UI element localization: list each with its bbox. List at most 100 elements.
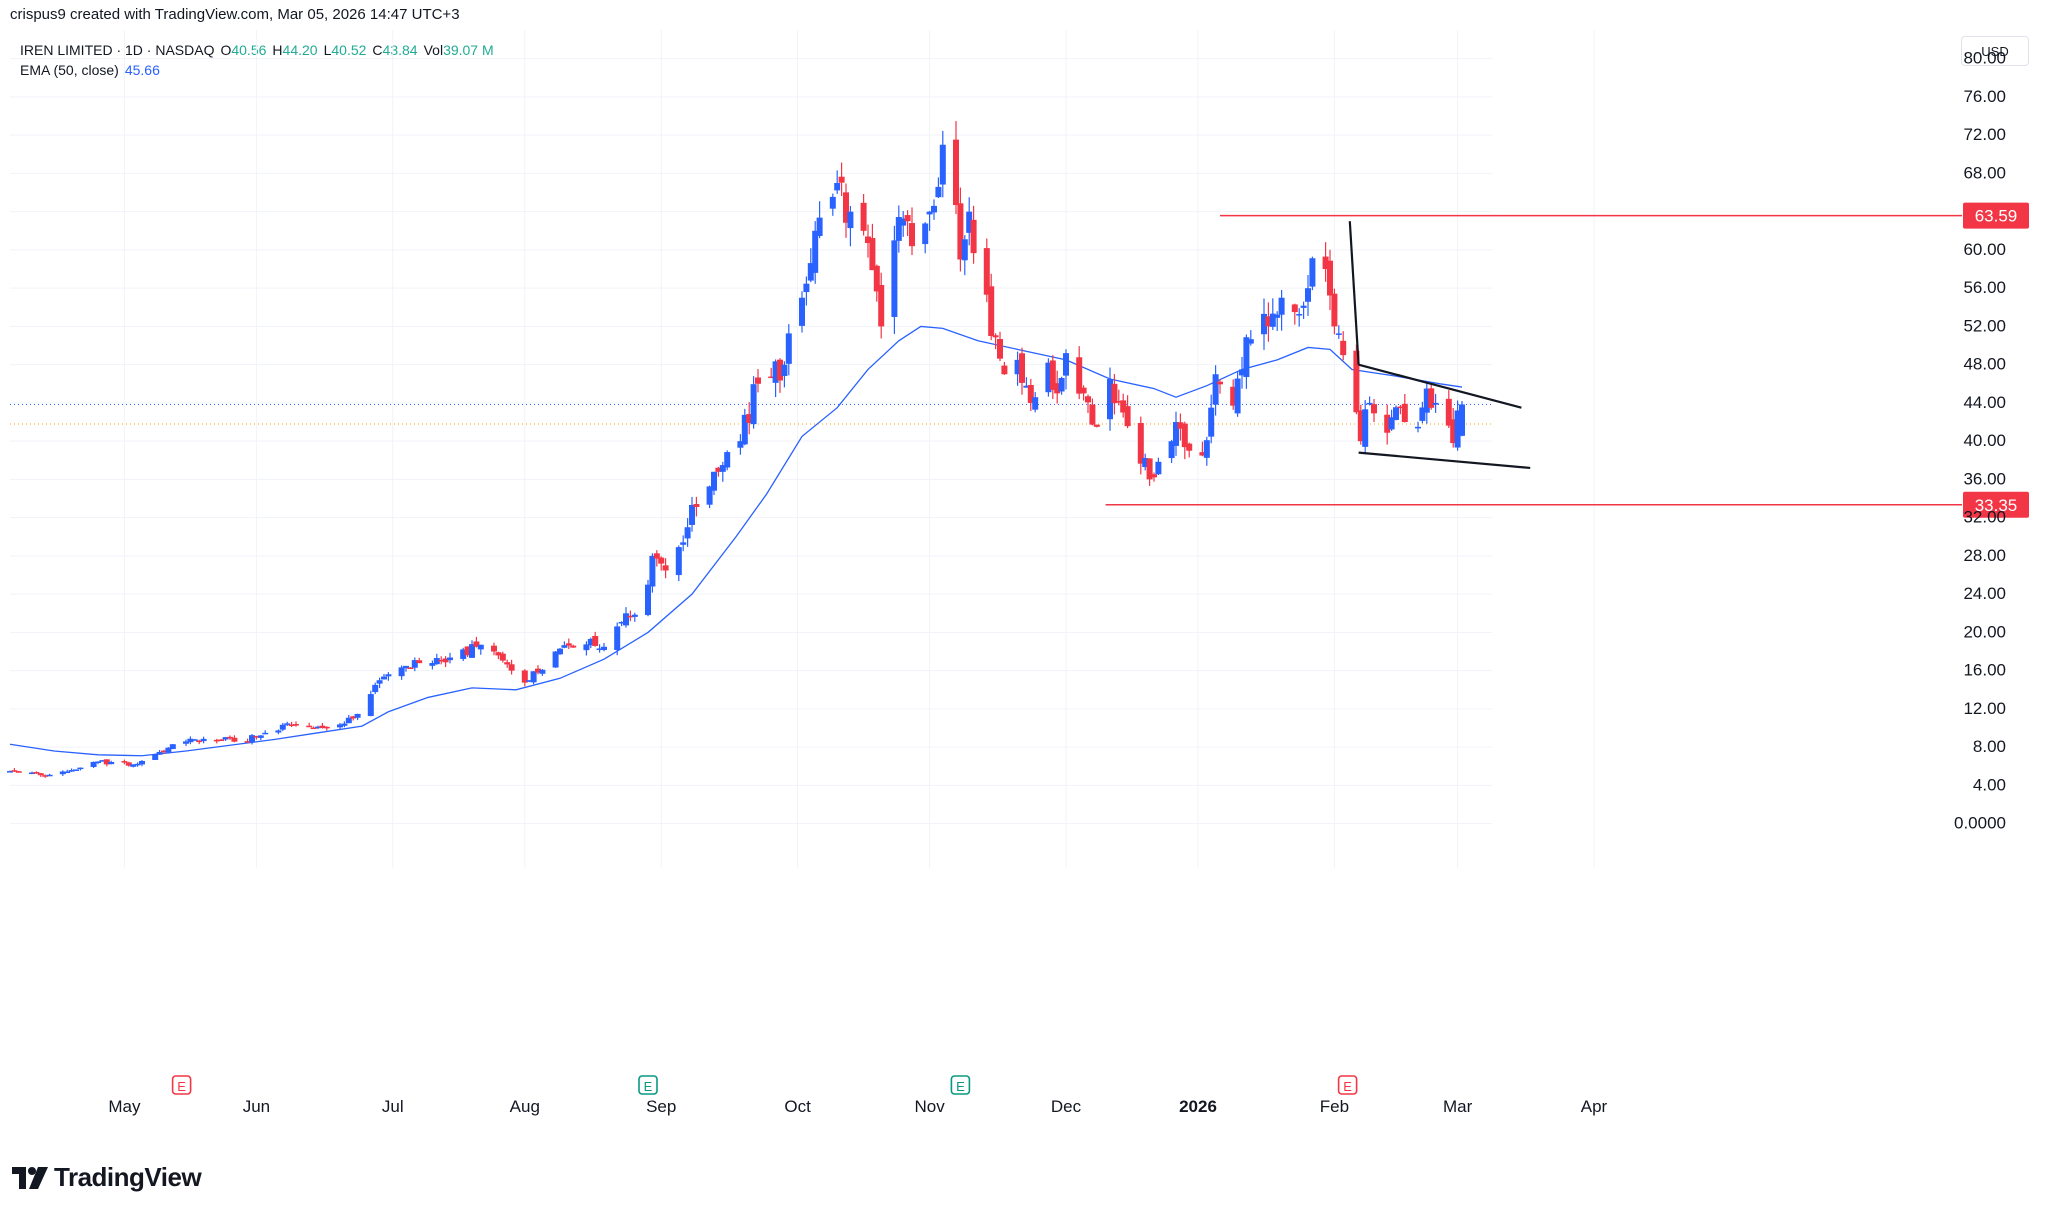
candle-body: [447, 657, 453, 661]
candle-body: [1309, 258, 1316, 287]
price-label: 63.59: [1975, 207, 2018, 226]
candle-body: [988, 286, 995, 336]
open-value: 40.56: [231, 42, 267, 58]
candle-body: [1173, 422, 1179, 446]
ema50-line: [9, 325, 1463, 757]
candle-body: [1234, 378, 1241, 414]
candle-body: [433, 658, 440, 665]
high-label: H: [272, 42, 283, 58]
price-label: 33.35: [1975, 496, 2018, 515]
symbol-label[interactable]: IREN LIMITED · 1D · NASDAQ: [20, 42, 215, 58]
candle-body: [772, 361, 779, 383]
candle-body: [1261, 313, 1267, 335]
candle-body: [658, 557, 665, 564]
candle-body: [99, 760, 106, 762]
candle-body: [1208, 407, 1215, 437]
ema-label[interactable]: EMA (50, close): [20, 62, 119, 78]
candle-body: [1085, 396, 1091, 403]
y-tick-label: 72.00: [1963, 125, 2006, 144]
candle-body: [521, 670, 528, 683]
candle-body: [222, 737, 229, 740]
candle-body: [737, 441, 744, 448]
tradingview-logo[interactable]: TradingView: [12, 1162, 202, 1193]
candle-body: [1155, 461, 1162, 475]
attribution-text: crispus9 created with TradingView.com, M…: [10, 6, 460, 23]
candle-body: [552, 651, 559, 668]
volume-value: 39.07 M: [443, 42, 494, 58]
candle-body: [244, 741, 251, 743]
candle-body: [997, 338, 1003, 359]
candle-body: [1357, 410, 1364, 442]
flagpole-line: [1348, 221, 1360, 365]
candle-body: [623, 613, 629, 626]
candle-body: [724, 452, 731, 468]
candle-body: [130, 764, 137, 767]
candle-body: [1445, 398, 1452, 426]
y-tick-label: 12.00: [1963, 699, 2006, 718]
candle-body: [59, 771, 66, 775]
candle-body: [869, 238, 876, 271]
currency-button[interactable]: USD: [1961, 36, 2029, 66]
y-tick-label: 16.00: [1963, 661, 2006, 680]
candle-body: [350, 716, 357, 719]
candle-body: [680, 542, 687, 545]
candle-body: [526, 680, 533, 682]
candle-body: [953, 139, 959, 206]
ema-line-layer: [9, 325, 1463, 757]
ema-value: 45.66: [124, 62, 160, 78]
candle-body: [755, 377, 761, 384]
candle-body: [1089, 404, 1096, 425]
candle-body: [1027, 384, 1034, 403]
candle-body: [583, 644, 590, 651]
candle-body: [570, 645, 577, 648]
price-chart[interactable]: 63.59 33.35 0.0000 4.00 8.00 12.00 16.00 20.00…: [0, 0, 2048, 1160]
price-label-box: [1963, 202, 2029, 229]
candle-body: [1371, 404, 1377, 414]
volume-label: Vol: [423, 42, 444, 58]
candle-body: [1388, 417, 1395, 430]
candle-body: [473, 641, 480, 647]
candle-body: [847, 211, 854, 229]
candle-body: [407, 667, 414, 670]
candle-body: [1142, 458, 1149, 468]
candle-body: [1305, 288, 1311, 302]
candle-body: [42, 775, 49, 777]
candle-body: [706, 486, 713, 505]
low-value: 40.52: [331, 42, 367, 58]
candle-body: [1423, 388, 1430, 413]
candle-body: [843, 192, 849, 223]
candle-body: [1115, 400, 1122, 403]
candle-body: [1239, 369, 1245, 376]
candle-body: [403, 665, 409, 669]
candle-body: [442, 658, 449, 663]
candle-body: [992, 335, 999, 338]
candle-body: [587, 638, 594, 646]
y-tick-label: 80.00: [1963, 49, 2006, 68]
candle-body: [860, 202, 867, 231]
candle-body: [416, 660, 423, 664]
candle-body: [957, 203, 964, 260]
candle-body: [1230, 386, 1237, 406]
y-tick-label: 52.00: [1963, 316, 2006, 335]
candle-body: [983, 248, 990, 295]
candle-body: [1186, 443, 1193, 451]
x-tick-label: Apr: [1581, 1097, 1608, 1116]
earnings-marker-label: E: [1343, 1079, 1352, 1094]
pattern-annotations[interactable]: [1348, 221, 1531, 470]
earnings-marker-label: E: [956, 1079, 965, 1094]
candle-body: [1291, 304, 1298, 313]
candle-body: [645, 584, 651, 616]
candle-body: [90, 761, 97, 767]
earnings-marker-label: E: [644, 1079, 653, 1094]
earnings-marker-label: E: [177, 1079, 186, 1094]
candle-body: [935, 186, 942, 198]
candle-body: [746, 414, 753, 423]
candle-body: [627, 615, 634, 618]
candle-body: [1045, 362, 1052, 393]
candle-body: [134, 763, 141, 766]
candle-body: [152, 754, 159, 760]
candle-body: [231, 737, 238, 742]
candle-body: [1327, 260, 1333, 296]
candle-body: [1080, 387, 1087, 394]
candle-body: [1450, 419, 1457, 444]
